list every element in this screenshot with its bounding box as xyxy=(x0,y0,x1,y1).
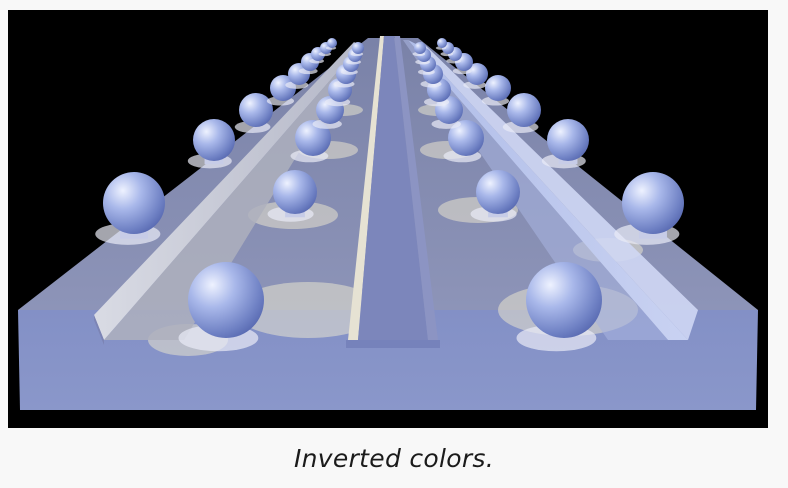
sphere-10 xyxy=(443,120,484,163)
sphere-7 xyxy=(187,119,235,169)
sphere-20 xyxy=(463,63,488,89)
sphere-5 xyxy=(267,170,317,222)
sphere-4 xyxy=(516,262,602,352)
sphere-12 xyxy=(502,93,541,133)
sphere-3 xyxy=(178,262,264,352)
sphere-1 xyxy=(95,172,165,245)
right-rail xyxy=(403,40,698,340)
sphere-2 xyxy=(614,172,684,245)
sphere-11 xyxy=(234,93,273,133)
left-rail xyxy=(94,42,364,345)
sphere-33 xyxy=(350,42,364,57)
figure-caption: Inverted colors. xyxy=(293,444,494,473)
sphere-19 xyxy=(285,63,310,89)
sphere-34 xyxy=(412,42,426,57)
sphere-8 xyxy=(541,119,589,169)
sphere-9 xyxy=(290,120,331,163)
rendered-scene xyxy=(8,10,768,428)
sphere-36 xyxy=(435,38,447,50)
sphere-16 xyxy=(481,75,511,106)
sphere-15 xyxy=(266,75,296,106)
spheres xyxy=(95,38,684,352)
scene-canvas xyxy=(18,36,758,410)
sphere-6 xyxy=(470,170,520,222)
sphere-35 xyxy=(325,38,337,50)
center-rail xyxy=(346,36,440,348)
